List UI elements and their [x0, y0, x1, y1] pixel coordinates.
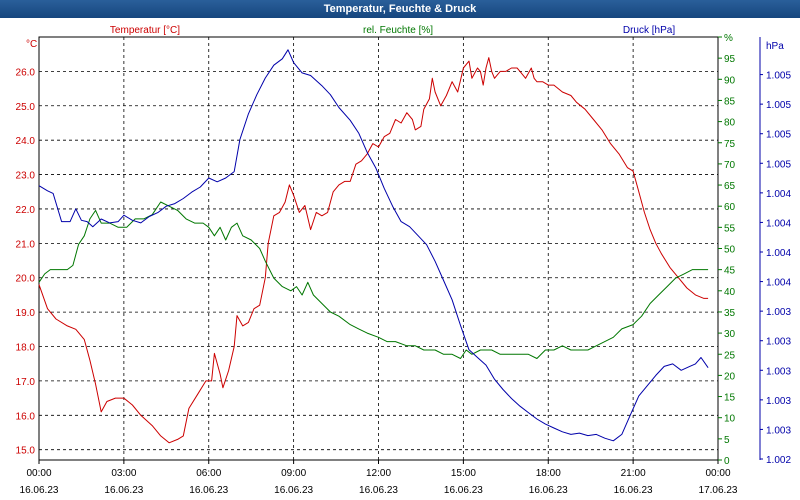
y-tick-label-temperature: 22.0	[16, 205, 36, 216]
x-tick-label-time: 15:00	[451, 468, 476, 479]
y-tick-label-pressure: 1.005	[766, 159, 791, 170]
grid-lines	[39, 37, 718, 460]
axes: 15.0 16.0 17.0 18.0 19.0 20.0 21.0 22.0 23.0 24.0…	[16, 33, 792, 496]
y-tick-label-temperature: 18.0	[16, 343, 36, 354]
y-tick-label-temperature: 26.0	[16, 67, 36, 78]
chart-title: Temperatur, Feuchte & Druck	[0, 0, 800, 18]
axis-label-pressure: Druck [hPa]	[623, 25, 675, 36]
y-tick-label-pressure: 1.003	[766, 366, 791, 377]
y-tick-label-humidity: 60	[724, 202, 736, 213]
x-tick-label-date: 16.06.23	[20, 485, 59, 496]
x-tick-label-time: 21:00	[621, 468, 646, 479]
y-tick-label-humidity: 5	[724, 435, 730, 446]
y-tick-label-humidity: 65	[724, 181, 736, 192]
y-tick-label-pressure: 1.003	[766, 425, 791, 436]
y-tick-label-humidity: 45	[724, 266, 736, 277]
y-tick-label-pressure: 1.004	[766, 248, 791, 259]
x-tick-label-time: 00:00	[26, 468, 51, 479]
x-tick-label-time: 03:00	[111, 468, 136, 479]
x-tick-label-date: 16.06.23	[529, 485, 568, 496]
y-tick-label-pressure: hPa	[766, 41, 784, 52]
y-tick-label-temperature: 24.0	[16, 136, 36, 147]
y-tick-label-humidity: 20	[724, 371, 736, 382]
y-tick-label-humidity: 95	[724, 54, 736, 65]
x-tick-label-date: 16.06.23	[189, 485, 228, 496]
y-tick-label-temperature: 21.0	[16, 239, 36, 250]
y-tick-label-temperature: 19.0	[16, 308, 36, 319]
y-tick-label-humidity: 35	[724, 308, 736, 319]
x-tick-label-date: 16.06.23	[104, 485, 143, 496]
y-tick-label-humidity: 50	[724, 245, 736, 256]
y-tick-label-humidity: 10	[724, 414, 736, 425]
y-tick-label-humidity: 55	[724, 223, 736, 234]
series-line-temperature	[38, 57, 709, 444]
y-tick-label-temperature: 23.0	[16, 171, 36, 182]
y-tick-label-humidity: 15	[724, 393, 736, 404]
axis-label-humidity: rel. Feuchte [%]	[363, 25, 433, 36]
x-tick-label-time: 00:00	[705, 468, 730, 479]
temperature-unit: °C	[26, 39, 37, 50]
y-tick-label-humidity: 85	[724, 96, 736, 107]
y-tick-label-humidity: 30	[724, 329, 736, 340]
y-tick-label-pressure: 1.003	[766, 396, 791, 407]
y-tick-label-temperature: 20.0	[16, 274, 36, 285]
y-tick-label-pressure: 1.005	[766, 100, 791, 111]
y-tick-label-humidity: 80	[724, 118, 736, 129]
x-tick-label-time: 06:00	[196, 468, 221, 479]
y-tick-label-pressure: 1.005	[766, 71, 791, 82]
x-tick-label-date: 17.06.23	[699, 485, 738, 496]
x-tick-label-date: 16.06.23	[359, 485, 398, 496]
y-tick-label-pressure: 1.004	[766, 189, 791, 200]
series-line-humidity	[38, 201, 709, 359]
axis-label-temperature: Temperatur [°C]	[110, 25, 180, 36]
y-tick-label-temperature: 16.0	[16, 411, 36, 422]
x-tick-label-time: 09:00	[281, 468, 306, 479]
y-tick-label-humidity: 0	[724, 456, 730, 467]
series-line-pressure	[38, 49, 709, 442]
y-tick-label-pressure: 1.003	[766, 307, 791, 318]
y-tick-label-humidity: 40	[724, 287, 736, 298]
y-tick-label-pressure: 1.004	[766, 218, 791, 229]
y-tick-label-temperature: 25.0	[16, 102, 36, 113]
x-tick-label-date: 16.06.23	[444, 485, 483, 496]
y-tick-label-humidity: 75	[724, 139, 736, 150]
y-tick-label-pressure: 1.005	[766, 130, 791, 141]
y-tick-label-humidity: 25	[724, 350, 736, 361]
y-tick-label-temperature: 15.0	[16, 446, 36, 457]
x-tick-label-time: 12:00	[366, 468, 391, 479]
y-tick-label-temperature: 17.0	[16, 377, 36, 388]
y-tick-label-humidity: 90	[724, 75, 736, 86]
y-tick-label-humidity: %	[724, 33, 733, 44]
series-lines	[38, 49, 709, 444]
y-tick-label-pressure: 1.002	[766, 455, 791, 466]
y-tick-label-pressure: 1.004	[766, 278, 791, 289]
x-tick-label-date: 16.06.23	[274, 485, 313, 496]
y-tick-label-humidity: 70	[724, 160, 736, 171]
x-tick-label-date: 16.06.23	[614, 485, 653, 496]
y-tick-label-pressure: 1.003	[766, 337, 791, 348]
x-tick-label-time: 18:00	[536, 468, 561, 479]
